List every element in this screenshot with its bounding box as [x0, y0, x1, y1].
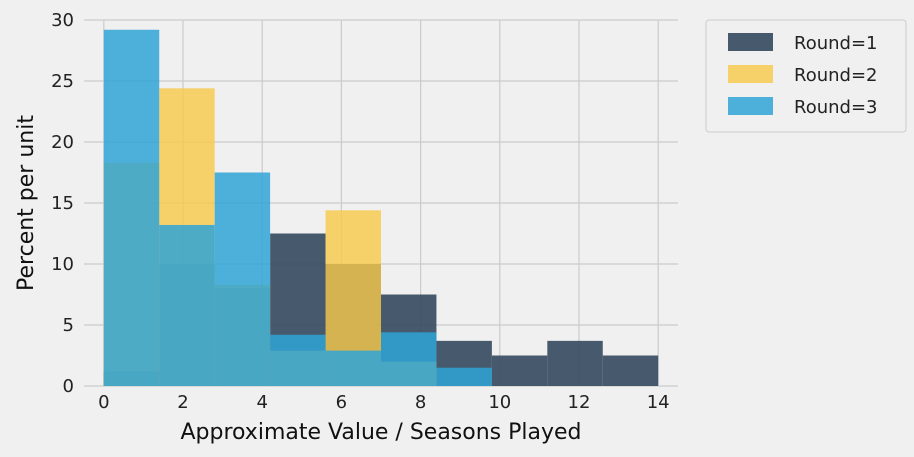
- legend: Round=1 Round=2 Round=3: [705, 19, 907, 133]
- histogram-bar: [270, 334, 326, 386]
- x-tick-label: 10: [488, 392, 511, 413]
- y-tick-label: 20: [51, 132, 74, 153]
- histogram-bar: [547, 340, 603, 386]
- histogram-bar: [159, 224, 215, 386]
- x-tick-label: 12: [568, 392, 591, 413]
- legend-swatch: [728, 97, 773, 115]
- legend-swatch: [728, 65, 773, 83]
- x-axis-label: Approximate Value / Seasons Played: [180, 420, 581, 445]
- y-tick-labels: 0 5 10 15 20 25 30: [51, 10, 74, 397]
- histogram-bar: [491, 355, 548, 386]
- x-tick-label: 4: [256, 392, 267, 413]
- y-tick-label: 10: [51, 254, 74, 275]
- histogram-bar: [436, 367, 492, 386]
- histogram-bar: [381, 332, 437, 386]
- histogram-bars: [103, 29, 659, 386]
- legend-label: Round=2: [794, 65, 878, 86]
- histogram-bar: [325, 350, 381, 386]
- histogram-bar: [103, 29, 160, 386]
- histogram-bar: [214, 172, 271, 386]
- y-tick-label: 0: [63, 376, 74, 397]
- legend-swatch: [728, 33, 773, 51]
- y-tick-label: 25: [51, 71, 74, 92]
- legend-label: Round=3: [794, 97, 878, 118]
- y-tick-label: 15: [51, 193, 74, 214]
- x-tick-label: 0: [98, 392, 109, 413]
- x-tick-label: 2: [177, 392, 188, 413]
- x-tick-labels: 0 2 4 6 8 10 12 14: [98, 392, 670, 413]
- series-3-bars: [103, 29, 492, 386]
- y-axis-label: Percent per unit: [14, 115, 39, 291]
- x-tick-label: 6: [336, 392, 347, 413]
- legend-label: Round=1: [794, 33, 878, 54]
- y-tick-label: 30: [51, 10, 74, 31]
- histogram-bar: [602, 355, 659, 386]
- x-tick-label: 14: [647, 392, 670, 413]
- y-tick-label: 5: [63, 315, 74, 336]
- x-tick-label: 8: [415, 392, 426, 413]
